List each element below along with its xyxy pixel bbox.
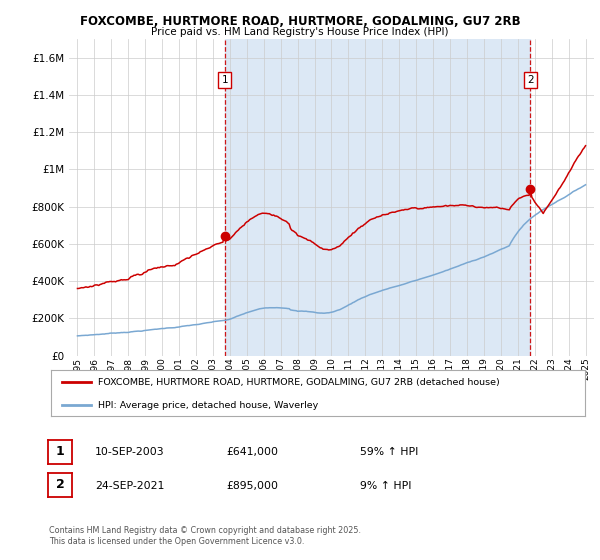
Text: £641,000: £641,000: [227, 447, 279, 458]
Text: 10-SEP-2003: 10-SEP-2003: [95, 447, 164, 458]
Bar: [225, 39, 530, 356]
Text: HPI: Average price, detached house, Waverley: HPI: Average price, detached house, Wave…: [98, 401, 318, 410]
Text: 1: 1: [221, 75, 228, 85]
Text: Price paid vs. HM Land Registry's House Price Index (HPI): Price paid vs. HM Land Registry's House …: [151, 27, 449, 37]
Text: FOXCOMBE, HURTMORE ROAD, HURTMORE, GODALMING, GU7 2RB (detached house): FOXCOMBE, HURTMORE ROAD, HURTMORE, GODAL…: [98, 378, 500, 387]
Text: 2: 2: [527, 75, 533, 85]
Text: 1: 1: [56, 445, 64, 459]
Text: 9% ↑ HPI: 9% ↑ HPI: [360, 480, 412, 491]
Text: FOXCOMBE, HURTMORE ROAD, HURTMORE, GODALMING, GU7 2RB: FOXCOMBE, HURTMORE ROAD, HURTMORE, GODAL…: [80, 15, 520, 27]
Text: 59% ↑ HPI: 59% ↑ HPI: [360, 447, 418, 458]
Text: 24-SEP-2021: 24-SEP-2021: [95, 480, 164, 491]
Text: Contains HM Land Registry data © Crown copyright and database right 2025.
This d: Contains HM Land Registry data © Crown c…: [49, 526, 361, 546]
Text: 2: 2: [56, 478, 64, 492]
Text: £895,000: £895,000: [227, 480, 279, 491]
